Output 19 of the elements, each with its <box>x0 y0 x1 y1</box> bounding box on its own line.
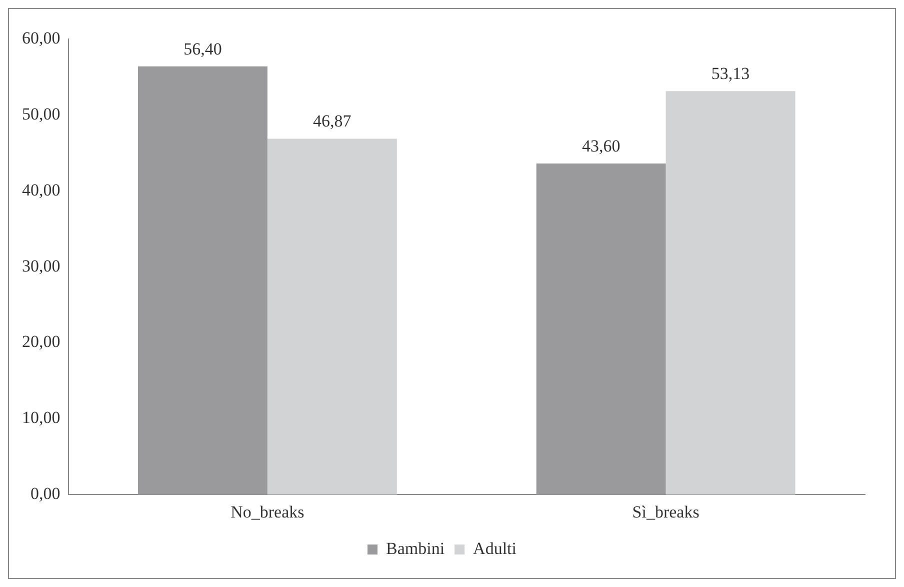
y-tick-label: 10,00 <box>22 408 60 428</box>
legend-label: Bambini <box>386 538 445 558</box>
data-label: 53,13 <box>711 64 750 84</box>
bar <box>536 164 666 495</box>
bar <box>666 91 796 495</box>
data-label: 46,87 <box>313 112 352 131</box>
x-tick-label: Sì_breaks <box>632 502 700 522</box>
y-tick-label: 0,00 <box>30 484 60 504</box>
data-label: 56,40 <box>184 39 222 58</box>
y-tick-label: 60,00 <box>22 28 60 48</box>
y-tick-label: 40,00 <box>22 180 60 200</box>
bar <box>267 138 397 495</box>
data-label: 43,60 <box>582 136 620 156</box>
bar <box>138 66 268 495</box>
y-tick-label: 20,00 <box>22 332 60 352</box>
legend-label: Adulti <box>473 538 517 558</box>
y-tick-label: 30,00 <box>22 256 60 276</box>
y-tick-label: 50,00 <box>22 104 60 124</box>
x-tick-label: No_breaks <box>230 502 304 522</box>
